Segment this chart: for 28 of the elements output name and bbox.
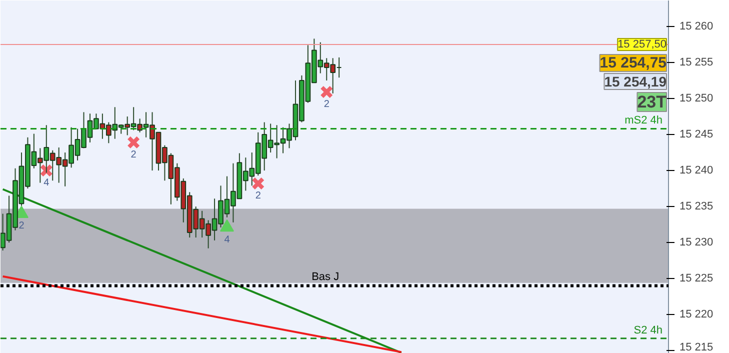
- y-tick-label: 15 260: [680, 20, 714, 32]
- annotation: 4: [44, 178, 50, 189]
- ref-line-label: mS2 4h: [624, 114, 663, 127]
- point: [220, 219, 234, 232]
- y-tick-label: 15 215: [680, 342, 714, 353]
- y-tick-label: 15 230: [680, 236, 714, 249]
- point: [40, 164, 53, 178]
- point: [252, 176, 265, 190]
- ref-line-label: S2 4h: [634, 324, 663, 336]
- annotation: 2: [18, 220, 25, 232]
- y-tick-label: 15 250: [680, 92, 714, 104]
- annotation: 2: [324, 98, 330, 110]
- annotation: 15 254,75: [600, 54, 667, 72]
- y-tick-label: 15 245: [680, 128, 714, 140]
- y-tick-label: 15 235: [680, 200, 714, 213]
- annotation: 2: [130, 149, 137, 160]
- y-tick-label: 15 220: [680, 308, 714, 321]
- annotation: 23T: [637, 92, 668, 112]
- annotation: 4: [224, 234, 230, 246]
- ref-line-label: Bas J: [312, 270, 340, 283]
- annotation: 15 254,19: [604, 73, 667, 90]
- y-tick-label: 15 255: [680, 56, 714, 68]
- y-tick-label: 15 225: [680, 272, 714, 285]
- point: [320, 85, 334, 99]
- annotation: 2: [255, 190, 262, 202]
- point: [126, 136, 140, 150]
- ref-line-label: 15 257,50: [618, 38, 666, 50]
- y-tick-label: 15 240: [680, 164, 714, 177]
